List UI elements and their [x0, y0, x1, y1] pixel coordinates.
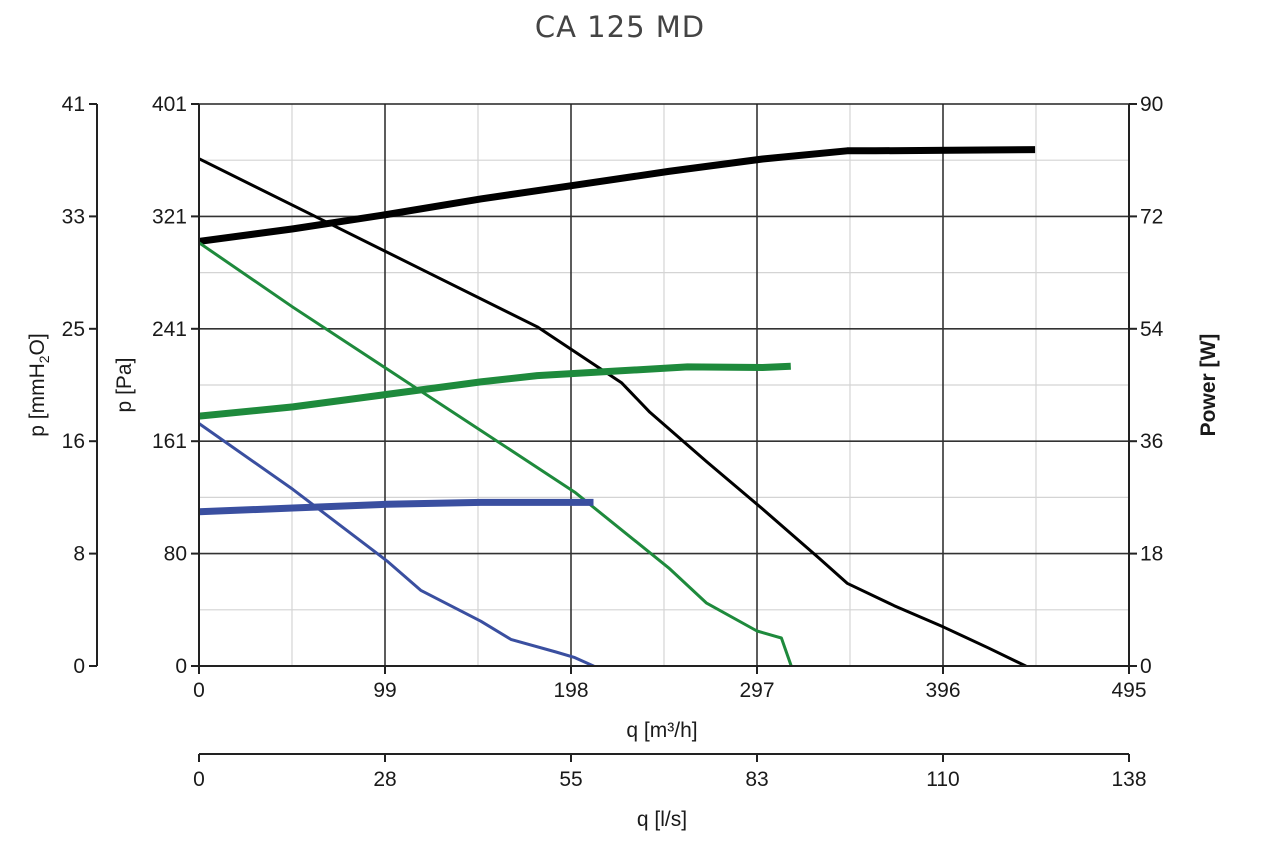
y-tick-label: 241: [152, 318, 187, 341]
series-layer: [199, 146, 1036, 666]
y3-tick-label: 36: [1140, 430, 1163, 453]
pressure-curve-4: [199, 422, 596, 666]
power-curve-1: [199, 146, 1036, 245]
x-tick-label: 0: [193, 679, 205, 702]
x2-tick-label: 55: [559, 768, 582, 791]
y2-axis-title-subscript: 2: [36, 355, 52, 363]
chart-title: CA 125 MD: [535, 10, 705, 44]
power-curve-5: [199, 498, 594, 516]
y-tick-label: 0: [175, 655, 187, 678]
x-tick-label: 495: [1111, 679, 1146, 702]
y-tick-label: 161: [152, 430, 187, 453]
y-tick-label: 80: [164, 543, 187, 566]
pressure-curve-2: [199, 241, 793, 666]
power-curve-3: [199, 362, 791, 420]
y2-axis-title-main: p [mmH: [26, 363, 49, 437]
x2-axis-title: q [l/s]: [637, 808, 687, 831]
y-tick-label: 401: [152, 93, 187, 116]
y2-tick-label: 33: [62, 205, 85, 228]
major-grid: [199, 104, 1129, 666]
y-tick-label: 321: [152, 205, 187, 228]
y2-tick-label: 8: [73, 543, 85, 566]
y2-tick-label: 25: [62, 318, 85, 341]
y2-axis-title: p [mmH2O]: [26, 333, 52, 436]
y3-tick-label: 54: [1140, 318, 1164, 341]
x2-tick-label: 0: [193, 768, 205, 791]
y3-tick-label: 18: [1140, 543, 1163, 566]
y2-tick-label: 16: [62, 430, 85, 453]
x2-tick-label: 28: [373, 768, 396, 791]
minor-grid: [199, 104, 1129, 666]
x-tick-label: 198: [553, 679, 588, 702]
y2-tick-label: 41: [62, 93, 85, 116]
x-tick-label: 297: [739, 679, 774, 702]
y2-axis-title-end: O]: [26, 333, 49, 355]
y-axis-title: p [Pa]: [113, 358, 136, 413]
y3-tick-label: 0: [1140, 655, 1152, 678]
y3-axis-title: Power [W]: [1197, 334, 1220, 437]
x2-tick-label: 83: [745, 768, 768, 791]
y3-tick-label: 90: [1140, 93, 1163, 116]
x-tick-label: 396: [925, 679, 960, 702]
x2-tick-label: 110: [926, 768, 959, 791]
pressure-curve-0: [199, 157, 1028, 666]
y3-tick-label: 72: [1140, 205, 1163, 228]
x-axis-title: q [m³/h]: [626, 719, 697, 742]
x2-tick-label: 138: [1111, 768, 1146, 791]
x-tick-label: 99: [373, 679, 396, 702]
y2-tick-label: 0: [73, 655, 85, 678]
